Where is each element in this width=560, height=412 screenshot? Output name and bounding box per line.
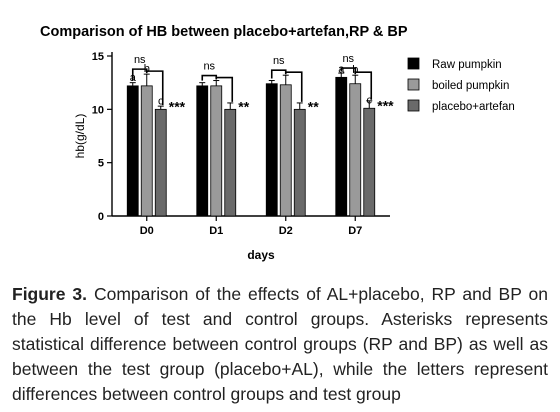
group-letter: b — [144, 63, 150, 75]
y-tick-label: 15 — [92, 51, 104, 63]
bar-raw-pumpkin — [336, 77, 347, 216]
bar-raw-pumpkin — [127, 86, 138, 216]
legend-swatch — [408, 100, 419, 111]
bar-boiled-pumpkin — [211, 86, 222, 216]
x-tick-label: D7 — [348, 225, 362, 237]
group-letter: c — [158, 95, 164, 107]
chart-svg: Comparison of HB between placebo+artefan… — [0, 0, 560, 276]
legend-label: placebo+artefan — [432, 101, 515, 113]
significance-stars: ** — [238, 98, 249, 114]
legend-label: Raw pumpkin — [432, 59, 502, 71]
group-letter: c — [367, 94, 373, 106]
bar-raw-pumpkin — [266, 84, 277, 216]
bar-boiled-pumpkin — [350, 84, 361, 216]
bar-placebo-artefan — [225, 109, 236, 216]
bar-boiled-pumpkin — [280, 85, 291, 216]
chart-title: Comparison of HB between placebo+artefan… — [40, 24, 408, 40]
caption-lead: Figure 3. — [12, 284, 87, 304]
y-tick-label: 5 — [98, 158, 104, 170]
x-tick-label: D2 — [279, 225, 293, 237]
significance-bracket — [202, 76, 216, 81]
figure-caption: Figure 3. Comparison of the effects of A… — [12, 282, 548, 407]
y-axis-label: hb(g/dL) — [73, 114, 87, 159]
significance-stars: ** — [308, 98, 319, 114]
legend-label: boiled pumpkin — [432, 80, 509, 92]
ns-label: ns — [273, 55, 285, 67]
group-letter: a — [130, 72, 137, 84]
bar-boiled-pumpkin — [141, 86, 152, 216]
bar-raw-pumpkin — [197, 86, 208, 216]
y-tick-label: 0 — [98, 211, 104, 223]
legend-swatch — [408, 58, 419, 69]
significance-stars: *** — [377, 97, 394, 113]
bar-placebo-artefan — [155, 109, 166, 216]
legend-swatch — [408, 79, 419, 90]
significance-stars: *** — [169, 98, 186, 114]
group-letter: b — [352, 64, 358, 76]
bar-placebo-artefan — [294, 109, 305, 216]
y-tick-label: 10 — [92, 104, 104, 116]
chart: Comparison of HB between placebo+artefan… — [0, 0, 560, 276]
ns-label: ns — [203, 61, 215, 73]
x-tick-label: D0 — [140, 225, 154, 237]
significance-bracket — [272, 70, 286, 78]
bar-placebo-artefan — [364, 108, 375, 216]
group-letter: a — [338, 63, 345, 75]
x-tick-label: D1 — [209, 225, 223, 237]
caption-text: Comparison of the effects of AL+placebo,… — [12, 284, 548, 404]
x-axis-label: days — [247, 248, 275, 262]
